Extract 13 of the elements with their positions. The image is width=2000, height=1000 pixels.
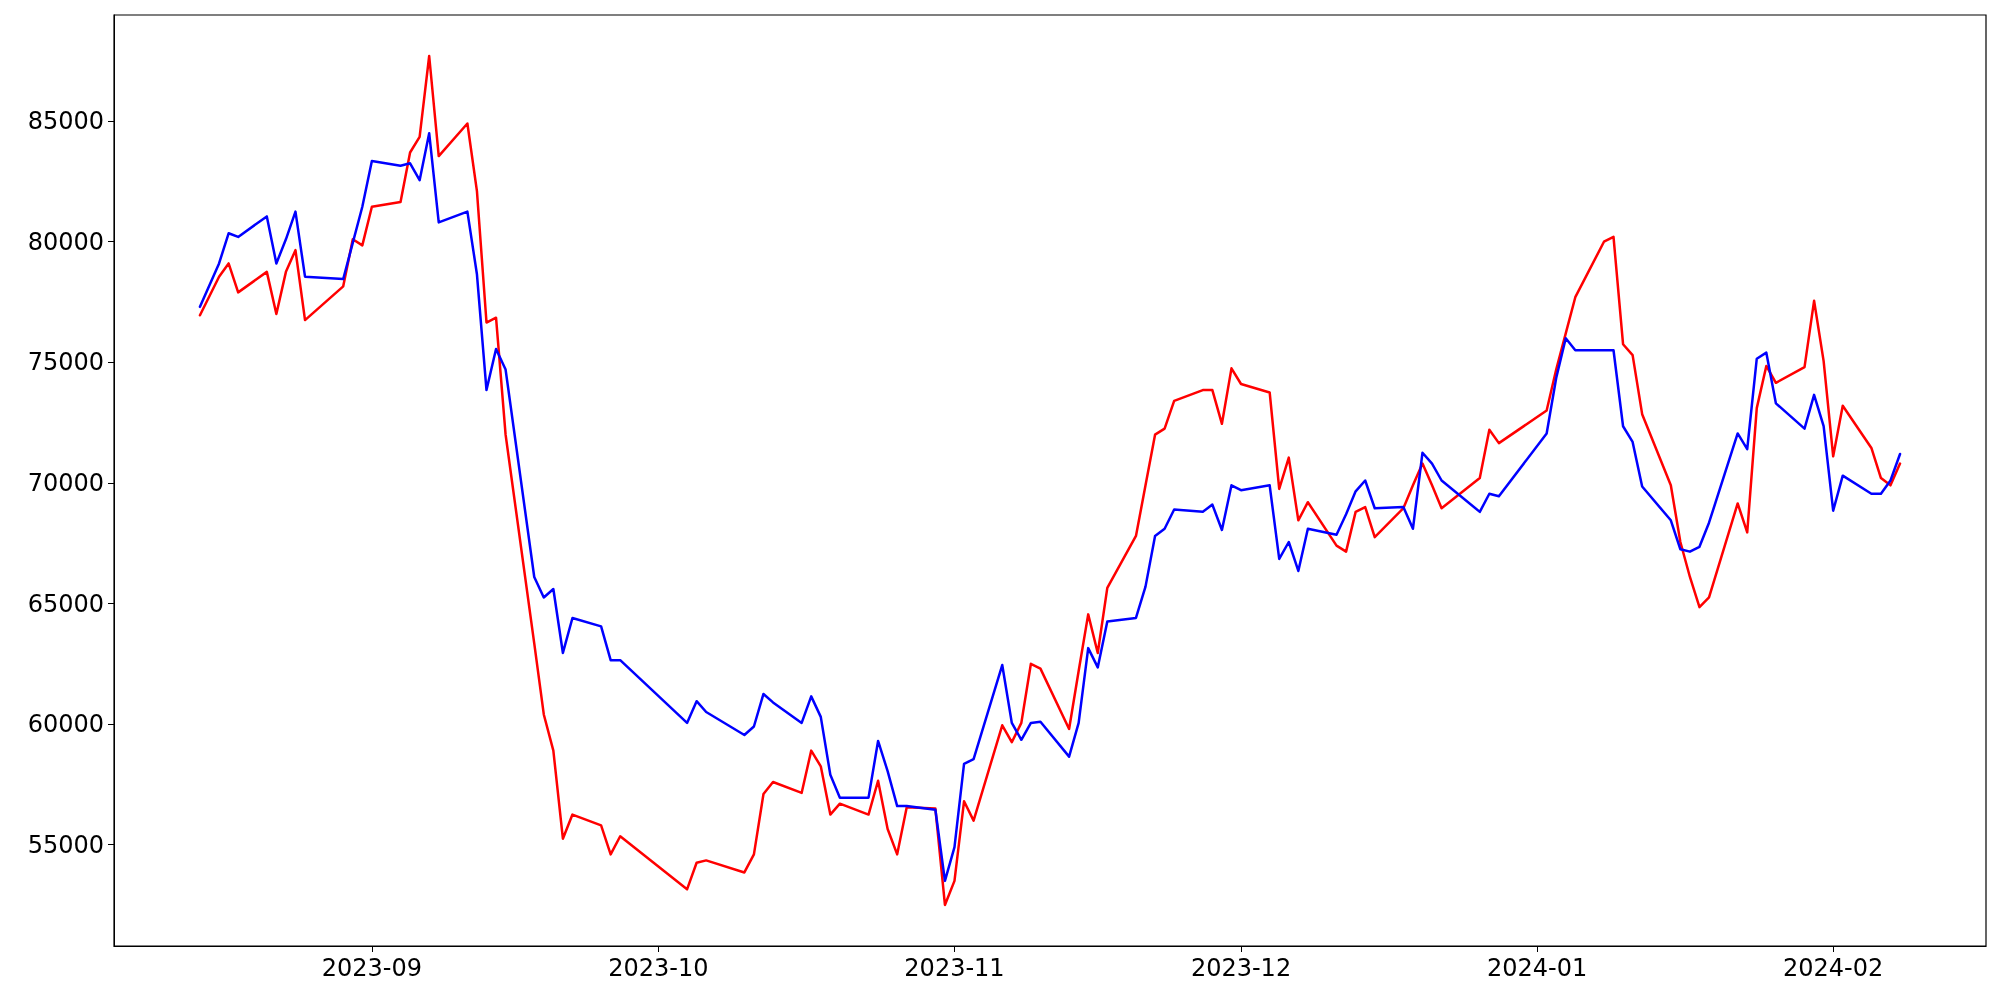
x-tick-label: 2024-02: [1783, 954, 1884, 982]
x-tick-label: 2023-09: [321, 954, 423, 982]
y-tick-label: 75000: [27, 348, 104, 377]
y-tick-label: 70000: [27, 468, 104, 497]
y-tick-label: 55000: [27, 830, 104, 859]
y-tick-label: 85000: [27, 107, 104, 136]
y-tick-label: 80000: [27, 227, 104, 256]
y-tick-label: 65000: [27, 589, 104, 618]
x-tick-label: 2024-01: [1486, 954, 1588, 982]
x-tick-label: 2023-10: [608, 954, 709, 982]
x-tick-label: 2023-12: [1190, 954, 1292, 982]
x-tick-label: 2023-11: [904, 954, 1005, 982]
y-tick-label: 60000: [27, 710, 104, 739]
